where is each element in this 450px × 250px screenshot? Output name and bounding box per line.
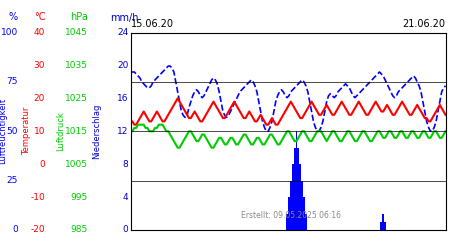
Text: 24: 24 (117, 28, 128, 37)
Text: Temperatur: Temperatur (22, 107, 32, 156)
Text: 20: 20 (34, 94, 45, 103)
Text: 995: 995 (71, 192, 88, 202)
Bar (286, 214, 288, 230)
Text: 30: 30 (33, 61, 45, 70)
Bar (296, 131, 297, 230)
Text: °C: °C (34, 12, 45, 22)
Text: 16: 16 (117, 94, 128, 103)
Text: 40: 40 (34, 28, 45, 37)
Bar (305, 214, 307, 230)
Bar (294, 148, 296, 230)
Text: 100: 100 (1, 28, 18, 37)
Bar (380, 222, 382, 230)
Text: Erstellt: 09.05.2025 06:16: Erstellt: 09.05.2025 06:16 (241, 211, 341, 220)
Text: 75: 75 (6, 78, 18, 86)
Text: -20: -20 (31, 226, 45, 234)
Text: Luftfeuchtigkeit: Luftfeuchtigkeit (0, 98, 7, 164)
Text: Niederschlag: Niederschlag (92, 104, 101, 159)
Bar (382, 214, 384, 230)
Text: 1005: 1005 (65, 160, 88, 169)
Bar (290, 180, 292, 230)
Text: 10: 10 (33, 127, 45, 136)
Bar (292, 164, 294, 230)
Text: 1015: 1015 (65, 127, 88, 136)
Bar (297, 148, 299, 230)
Text: 0: 0 (39, 160, 45, 169)
Text: 0: 0 (122, 226, 128, 234)
Bar (303, 197, 305, 230)
Text: 8: 8 (122, 160, 128, 169)
Text: 25: 25 (7, 176, 18, 185)
Text: Luftdruck: Luftdruck (56, 112, 65, 151)
Text: %: % (9, 12, 21, 22)
Text: 20: 20 (117, 61, 128, 70)
Text: -10: -10 (30, 192, 45, 202)
Text: 1025: 1025 (65, 94, 88, 103)
Bar (299, 164, 301, 230)
Text: 0: 0 (12, 226, 18, 234)
Text: mm/h: mm/h (110, 12, 139, 22)
Bar (288, 197, 290, 230)
Text: 50: 50 (6, 127, 18, 136)
Text: 4: 4 (122, 192, 128, 202)
Text: 15.06.20: 15.06.20 (130, 18, 174, 28)
Bar (301, 180, 303, 230)
Text: 21.06.20: 21.06.20 (402, 18, 446, 28)
Bar (384, 222, 386, 230)
Text: hPa: hPa (70, 12, 88, 22)
Text: 12: 12 (117, 127, 128, 136)
Text: 985: 985 (71, 226, 88, 234)
Text: 1035: 1035 (65, 61, 88, 70)
Text: 1045: 1045 (65, 28, 88, 37)
